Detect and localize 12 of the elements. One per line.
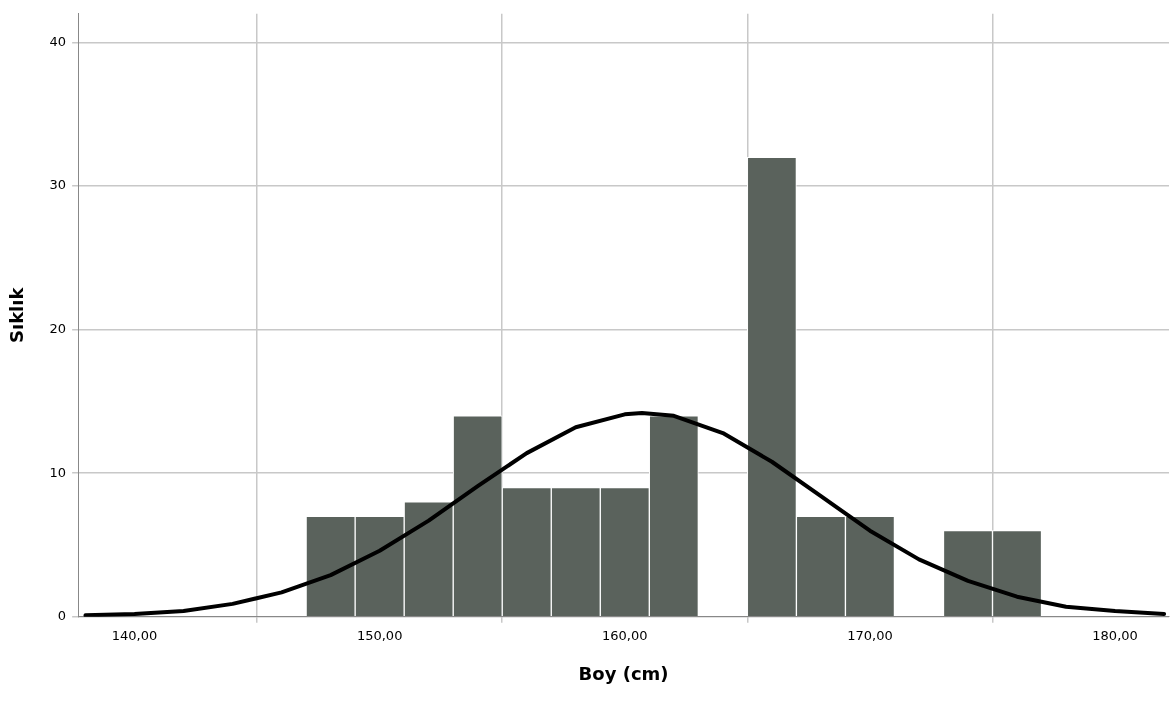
y-tick-label: 20 [49,321,67,337]
x-tick-label: 180,00 [1092,627,1138,643]
y-axis-title: Sıklık [6,286,28,344]
x-tick-label: 170,00 [847,627,893,643]
x-tick-label: 150,00 [356,627,403,643]
y-tick-label: 10 [49,464,67,480]
x-axis-title: Boy (cm) [578,662,669,684]
x-tick-label: 140,00 [111,627,158,643]
y-tick-label: 30 [49,177,67,193]
y-tick-label: 40 [49,33,67,49]
y-tick-label: 0 [57,608,67,624]
x-tick-label: 160,00 [602,627,648,643]
